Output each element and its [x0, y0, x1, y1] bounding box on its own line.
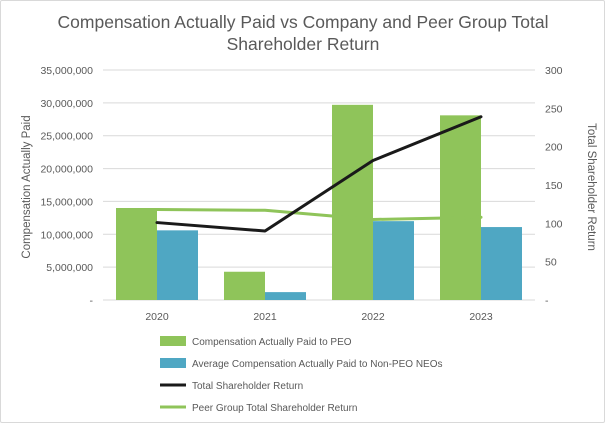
left-tick-label: -	[90, 295, 94, 307]
legend-swatch	[160, 336, 186, 346]
right-tick-label: 100	[545, 218, 563, 230]
right-axis-ticks: - 50 100 150 200 250 300	[545, 65, 563, 307]
left-tick-label: 10,000,000	[40, 229, 93, 241]
right-tick-label: 300	[545, 65, 563, 77]
peer-tsr-line	[155, 208, 483, 221]
legend-label: Peer Group Total Shareholder Return	[192, 403, 357, 414]
legend-label: Average Compensation Actually Paid to No…	[192, 359, 443, 370]
bar-peo-2021	[224, 271, 265, 300]
right-tick-label: 250	[545, 103, 563, 115]
legend-label: Compensation Actually Paid to PEO	[192, 337, 352, 348]
right-tick-label: 50	[545, 257, 557, 269]
legend: Compensation Actually Paid to PEO Average…	[160, 336, 443, 414]
left-tick-label: 30,000,000	[40, 98, 93, 110]
bar-peo-2022	[332, 104, 373, 300]
bar-non-peo-2021	[265, 292, 306, 300]
chart-title-line-2: Shareholder Return	[227, 34, 380, 54]
x-tick-label: 2022	[361, 311, 385, 323]
left-tick-label: 35,000,000	[40, 65, 93, 77]
left-axis-label: Compensation Actually Paid	[21, 115, 33, 258]
legend-swatch	[160, 358, 186, 368]
x-tick-label: 2020	[145, 311, 169, 323]
bar-peo-2023	[440, 115, 481, 300]
right-axis-label: Total Shareholder Return	[585, 123, 597, 251]
bar-non-peo-2020	[157, 230, 198, 300]
bar-peo-2020	[116, 208, 157, 300]
left-tick-label: 25,000,000	[40, 131, 93, 143]
x-axis-ticks: 2020 2021 2022 2023	[145, 311, 493, 323]
chart-title-line-1: Compensation Actually Paid vs Company an…	[58, 12, 549, 32]
x-tick-label: 2023	[469, 311, 493, 323]
left-tick-label: 20,000,000	[40, 164, 93, 176]
line-series	[155, 115, 483, 233]
tsr-line	[155, 115, 483, 233]
bar-series	[116, 104, 522, 300]
right-tick-label: 200	[545, 142, 563, 154]
bar-non-peo-2022	[373, 221, 414, 300]
bar-non-peo-2023	[481, 227, 522, 300]
left-tick-label: 15,000,000	[40, 196, 93, 208]
right-tick-label: -	[545, 295, 549, 307]
x-tick-label: 2021	[253, 311, 277, 323]
legend-label: Total Shareholder Return	[192, 381, 303, 392]
left-axis-ticks: - 5,000,000 10,000,000 15,000,000 20,000,000…	[40, 65, 93, 307]
left-tick-label: 5,000,000	[46, 262, 93, 274]
right-tick-label: 150	[545, 180, 563, 192]
